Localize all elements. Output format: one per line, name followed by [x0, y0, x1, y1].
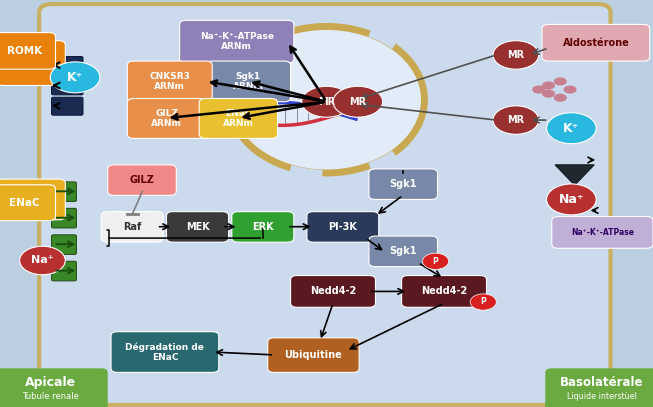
Text: MR: MR — [507, 50, 524, 60]
FancyBboxPatch shape — [108, 165, 176, 195]
Text: Nedd4-2: Nedd4-2 — [310, 287, 356, 296]
FancyBboxPatch shape — [52, 97, 83, 115]
Text: ENaC: ENaC — [9, 198, 40, 208]
FancyBboxPatch shape — [167, 212, 229, 242]
FancyBboxPatch shape — [552, 217, 653, 248]
FancyBboxPatch shape — [111, 332, 219, 372]
FancyBboxPatch shape — [52, 208, 76, 228]
Text: Na⁺-K⁺-ATPase
ARNm: Na⁺-K⁺-ATPase ARNm — [200, 32, 274, 51]
Text: PI-3K: PI-3K — [328, 222, 357, 232]
Text: Sgk1
ARNm: Sgk1 ARNm — [232, 72, 264, 91]
Text: MEK: MEK — [185, 222, 210, 232]
Circle shape — [302, 86, 351, 117]
FancyBboxPatch shape — [127, 98, 206, 138]
Text: GILZ: GILZ — [129, 175, 155, 185]
Text: Apicale: Apicale — [25, 376, 76, 389]
FancyBboxPatch shape — [232, 212, 294, 242]
Circle shape — [554, 94, 567, 102]
Circle shape — [493, 106, 539, 134]
Text: Ubiquitine: Ubiquitine — [285, 350, 342, 360]
Ellipse shape — [229, 26, 424, 173]
Text: Nedd4-2: Nedd4-2 — [421, 287, 467, 296]
Circle shape — [50, 62, 100, 93]
FancyBboxPatch shape — [206, 61, 291, 102]
FancyBboxPatch shape — [0, 368, 108, 407]
FancyBboxPatch shape — [199, 98, 278, 138]
Text: Tubule renale: Tubule renale — [22, 392, 79, 401]
Text: K⁺: K⁺ — [564, 122, 579, 135]
Circle shape — [564, 85, 577, 94]
FancyBboxPatch shape — [545, 368, 653, 407]
FancyBboxPatch shape — [402, 276, 486, 307]
FancyBboxPatch shape — [52, 235, 76, 254]
FancyBboxPatch shape — [268, 338, 359, 372]
Text: CNKSR3
ARNm: CNKSR3 ARNm — [150, 72, 190, 91]
Circle shape — [532, 85, 545, 94]
FancyBboxPatch shape — [52, 261, 76, 281]
FancyBboxPatch shape — [0, 41, 65, 85]
FancyBboxPatch shape — [52, 57, 83, 74]
Text: Aldostérone: Aldostérone — [562, 38, 629, 48]
Text: Sgk1: Sgk1 — [389, 179, 417, 189]
Text: ENaC
ARNm: ENaC ARNm — [223, 109, 254, 128]
Circle shape — [542, 81, 555, 90]
FancyBboxPatch shape — [101, 212, 163, 242]
Text: Raf: Raf — [123, 222, 141, 232]
Text: Na⁺-K⁺-ATPase: Na⁺-K⁺-ATPase — [571, 228, 634, 237]
Polygon shape — [555, 165, 594, 185]
Text: MR: MR — [349, 97, 366, 107]
FancyBboxPatch shape — [0, 185, 56, 221]
FancyBboxPatch shape — [0, 33, 56, 69]
Circle shape — [20, 246, 65, 275]
Polygon shape — [555, 185, 594, 206]
Circle shape — [333, 86, 383, 117]
Text: P: P — [481, 298, 486, 306]
FancyBboxPatch shape — [39, 4, 611, 405]
FancyBboxPatch shape — [542, 24, 650, 61]
FancyBboxPatch shape — [369, 236, 438, 267]
Text: Liquide interstùel: Liquide interstùel — [567, 392, 637, 401]
Text: Basolatérale: Basolatérale — [560, 376, 644, 389]
FancyBboxPatch shape — [180, 20, 294, 63]
Text: Na⁺: Na⁺ — [558, 193, 584, 206]
Circle shape — [542, 90, 555, 98]
Text: Sgk1: Sgk1 — [389, 246, 417, 256]
Text: ROMK: ROMK — [7, 46, 42, 56]
FancyBboxPatch shape — [291, 276, 375, 307]
FancyBboxPatch shape — [369, 169, 438, 199]
Text: Na⁺: Na⁺ — [31, 256, 54, 265]
Circle shape — [493, 41, 539, 69]
Text: ERK: ERK — [252, 222, 274, 232]
Circle shape — [554, 77, 567, 85]
FancyBboxPatch shape — [52, 182, 76, 201]
Circle shape — [422, 253, 449, 269]
Circle shape — [547, 113, 596, 144]
Text: P: P — [433, 257, 438, 266]
Text: ROMK: ROMK — [12, 58, 50, 68]
Text: GILZ
ARNm: GILZ ARNm — [151, 109, 182, 128]
FancyBboxPatch shape — [127, 61, 212, 102]
FancyBboxPatch shape — [52, 77, 83, 95]
Text: MR: MR — [318, 97, 335, 107]
Text: ENaC: ENaC — [15, 195, 47, 204]
Text: MR: MR — [507, 115, 524, 125]
FancyBboxPatch shape — [0, 179, 65, 220]
FancyBboxPatch shape — [307, 212, 379, 242]
Text: Dégradation de
ENaC: Dégradation de ENaC — [125, 342, 204, 362]
Circle shape — [547, 184, 596, 215]
Circle shape — [470, 294, 496, 310]
Text: K⁺: K⁺ — [67, 71, 83, 84]
